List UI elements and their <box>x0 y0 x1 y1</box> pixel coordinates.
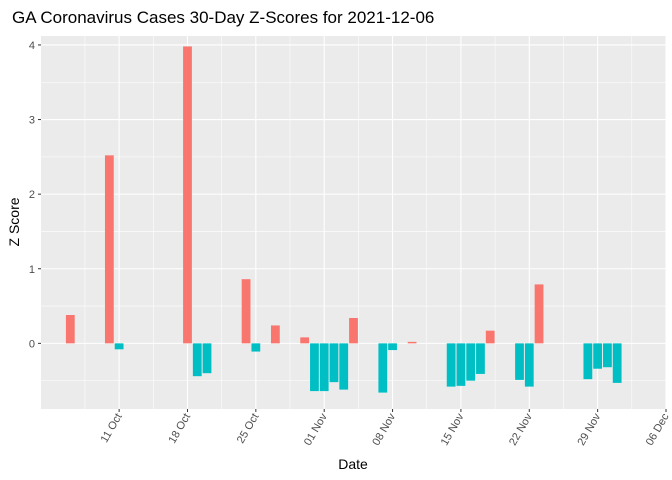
bar <box>241 279 251 344</box>
bar <box>329 343 339 383</box>
bar <box>202 343 212 374</box>
bar <box>534 284 544 344</box>
bar <box>388 343 397 351</box>
bar <box>466 343 476 381</box>
bar <box>319 343 329 392</box>
x-axis: 11 Oct 18 Oct 25 Oct 01 Nov 08 Nov 15 Nov 22 N… <box>99 409 672 448</box>
bar <box>65 315 75 344</box>
bar <box>339 343 349 390</box>
y-axis: 0 1 2 3 4 <box>29 40 41 350</box>
bar <box>378 343 388 393</box>
bar <box>192 343 202 377</box>
bar <box>270 325 280 344</box>
bar <box>446 343 456 387</box>
x-tick-label: 22 Nov <box>507 411 535 448</box>
x-tick-label: 18 Oct <box>166 412 193 446</box>
bar <box>114 343 124 350</box>
bar <box>515 343 524 380</box>
bar <box>104 155 114 344</box>
y-tick-label: 3 <box>29 115 35 127</box>
bar <box>349 317 358 344</box>
x-axis-title: Date <box>338 456 368 472</box>
bar <box>485 330 495 344</box>
y-tick-label: 2 <box>29 189 35 201</box>
bar <box>583 343 593 380</box>
bar <box>612 343 622 383</box>
y-axis-title: Z Score <box>6 197 22 246</box>
x-tick-label: 01 Nov <box>302 411 330 448</box>
x-tick-label: 29 Nov <box>575 411 603 448</box>
bar <box>300 337 310 344</box>
bar <box>251 343 261 352</box>
bar <box>456 343 466 386</box>
bar <box>407 341 417 344</box>
bar <box>310 343 319 392</box>
x-tick-label: 15 Nov <box>439 411 467 448</box>
y-tick-label: 0 <box>29 338 35 350</box>
bar <box>593 343 603 369</box>
plot-panel <box>41 36 666 409</box>
bar <box>524 343 534 387</box>
chart-title: GA Coronavirus Cases 30-Day Z-Scores for… <box>12 8 434 27</box>
bar <box>183 46 192 344</box>
x-tick-label: 25 Oct <box>235 412 262 446</box>
bars <box>65 46 622 393</box>
y-tick-label: 4 <box>29 40 35 52</box>
x-tick-label: 11 Oct <box>99 412 125 445</box>
bar <box>476 343 485 374</box>
x-tick-label: 08 Nov <box>370 411 398 448</box>
bar <box>603 343 612 368</box>
x-tick-label: 06 Dec <box>644 411 672 448</box>
y-tick-label: 1 <box>29 264 35 276</box>
